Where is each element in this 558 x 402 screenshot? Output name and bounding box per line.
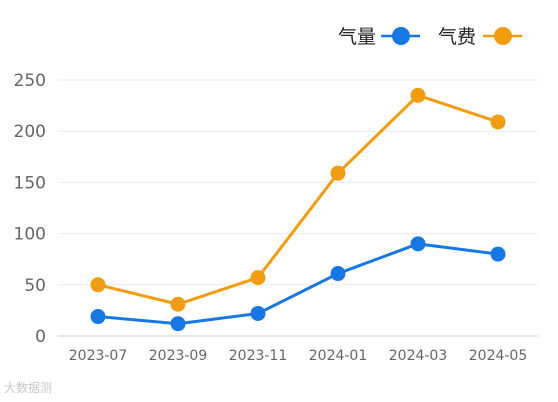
legend-marker-1 bbox=[392, 27, 410, 45]
data-point-series-2 bbox=[490, 114, 506, 130]
grid-lines: 0 50 100 150 200 250 bbox=[14, 71, 538, 347]
x-tick-label: 2024-01 bbox=[309, 348, 368, 364]
series-line-2 bbox=[97, 93, 499, 306]
data-point-series-2 bbox=[90, 277, 106, 293]
data-point-series-1 bbox=[250, 305, 266, 321]
x-tick-label: 2024-05 bbox=[469, 348, 528, 364]
data-point-series-1 bbox=[410, 236, 426, 252]
y-tick-label: 200 bbox=[14, 122, 46, 142]
data-point-series-2 bbox=[250, 270, 266, 286]
watermark-text: 大数据测 bbox=[4, 381, 53, 395]
x-axis: 2023-07 2023-09 2023-11 2024-01 2024-03 2024-… bbox=[58, 335, 538, 364]
data-point-series-2 bbox=[410, 87, 426, 103]
legend-marker-2 bbox=[494, 27, 512, 45]
legend: 气量 气费 bbox=[338, 26, 522, 48]
data-point-series-1 bbox=[170, 316, 186, 332]
x-tick-label: 2023-07 bbox=[69, 348, 128, 364]
x-tick-label: 2024-03 bbox=[389, 348, 448, 364]
data-point-series-1 bbox=[490, 246, 506, 262]
series-line-1 bbox=[97, 242, 499, 326]
data-point-series-2 bbox=[170, 296, 186, 312]
data-point-series-1 bbox=[330, 266, 346, 282]
data-point-series-2 bbox=[330, 165, 346, 181]
x-tick-label: 2023-09 bbox=[149, 348, 208, 364]
series-lines bbox=[90, 87, 506, 332]
x-tick-label: 2023-11 bbox=[229, 348, 288, 364]
y-tick-label: 150 bbox=[14, 173, 46, 193]
y-tick-label: 50 bbox=[24, 276, 46, 296]
data-point-series-1 bbox=[90, 309, 106, 325]
legend-label-2: 气费 bbox=[438, 26, 476, 48]
y-tick-label: 0 bbox=[35, 327, 46, 347]
y-tick-label: 100 bbox=[14, 225, 46, 245]
legend-label-1: 气量 bbox=[338, 26, 376, 48]
y-tick-label: 250 bbox=[14, 71, 46, 91]
